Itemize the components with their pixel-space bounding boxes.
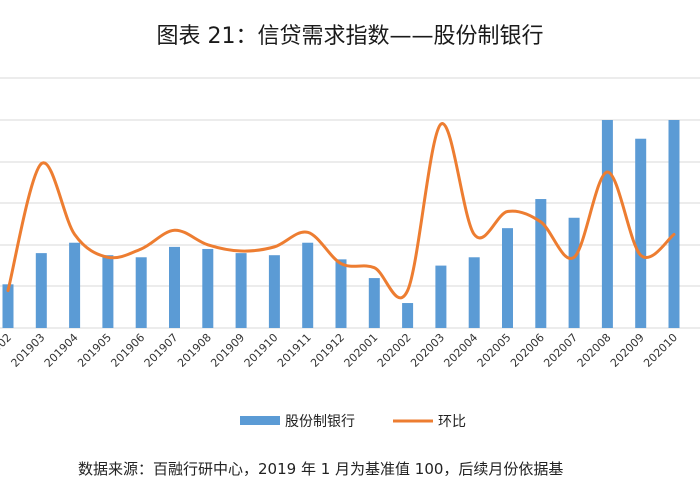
- x-tick-201910: 201910: [242, 331, 281, 370]
- legend-swatch-bar: [240, 416, 280, 425]
- x-tick-202004: 202004: [441, 331, 480, 370]
- bar-202001: [368, 278, 380, 328]
- x-tick-202009: 202009: [608, 331, 647, 370]
- x-tick-201905: 201905: [75, 331, 114, 370]
- bar-202005: [502, 228, 513, 328]
- line-series: [6, 122, 676, 300]
- bar-201907: [169, 246, 180, 328]
- bar-201903: [35, 253, 47, 328]
- x-tick-202001: 202001: [342, 331, 381, 370]
- bar-202003: [435, 265, 447, 328]
- bar-202004: [468, 257, 480, 328]
- x-tick-202010: 202010: [641, 331, 680, 370]
- x-tick-201907: 201907: [142, 331, 181, 370]
- legend-label-line: 环比: [438, 414, 466, 430]
- x-tick-202002: 202002: [375, 331, 414, 370]
- x-tick-202006: 202006: [508, 331, 547, 370]
- bar-201904: [69, 242, 81, 328]
- bar-201902: [2, 284, 14, 328]
- chart: 2019022019032019042019052019062019072019…: [0, 77, 700, 430]
- x-tick-202005: 202005: [475, 331, 514, 370]
- bar-202006: [535, 199, 547, 328]
- bar-202007: [568, 217, 580, 328]
- line-huanbi: [6, 122, 676, 300]
- legend-label-bar: 股份制银行: [285, 414, 355, 430]
- bar-series: [2, 120, 680, 328]
- x-tick-201909: 201909: [208, 331, 247, 370]
- chart-title: 图表 21：信贷需求指数——股份制银行: [156, 24, 544, 49]
- bar-201910: [268, 255, 280, 328]
- legend: 股份制银行 环比: [240, 414, 466, 430]
- x-tick-201904: 201904: [42, 331, 81, 370]
- bar-202009: [635, 138, 647, 328]
- source-note: 数据来源：百融行研中心，2019 年 1 月为基准值 100，后续月份依据基: [78, 460, 564, 478]
- bar-201906: [135, 257, 147, 328]
- x-tick-labels: 2019022019032019042019052019062019072019…: [0, 331, 680, 370]
- bar-201908: [202, 248, 214, 328]
- x-tick-201903: 201903: [9, 331, 48, 370]
- x-tick-202008: 202008: [575, 331, 614, 370]
- bar-201912: [335, 259, 347, 328]
- x-tick-201906: 201906: [108, 331, 147, 370]
- grid-lines: [0, 77, 700, 329]
- x-tick-201908: 201908: [175, 331, 214, 370]
- bar-201905: [102, 255, 114, 328]
- bar-201909: [235, 253, 247, 328]
- bar-202008: [601, 120, 613, 328]
- x-tick-202003: 202003: [408, 331, 447, 370]
- bar-202010: [668, 120, 680, 328]
- x-tick-201912: 201912: [308, 331, 347, 370]
- x-tick-201911: 201911: [275, 331, 314, 370]
- bar-202002: [402, 303, 414, 328]
- bar-201911: [302, 242, 314, 328]
- x-tick-202007: 202007: [541, 331, 580, 370]
